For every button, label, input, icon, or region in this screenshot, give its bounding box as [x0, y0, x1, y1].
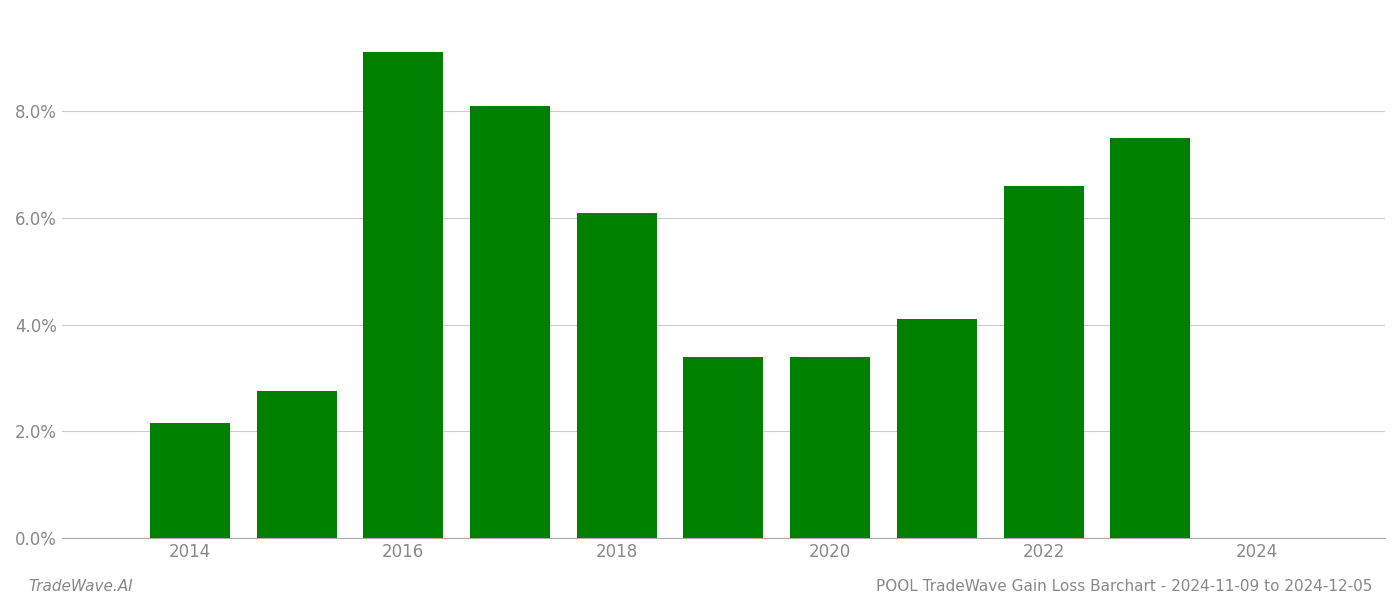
Text: POOL TradeWave Gain Loss Barchart - 2024-11-09 to 2024-12-05: POOL TradeWave Gain Loss Barchart - 2024…: [875, 579, 1372, 594]
Text: TradeWave.AI: TradeWave.AI: [28, 579, 133, 594]
Bar: [256, 391, 336, 538]
Bar: [1004, 186, 1084, 538]
Bar: [1110, 138, 1190, 538]
Bar: [577, 212, 657, 538]
Bar: [790, 356, 871, 538]
Bar: [897, 319, 977, 538]
Bar: [150, 424, 230, 538]
Bar: [470, 106, 550, 538]
Bar: [364, 52, 444, 538]
Bar: [683, 356, 763, 538]
